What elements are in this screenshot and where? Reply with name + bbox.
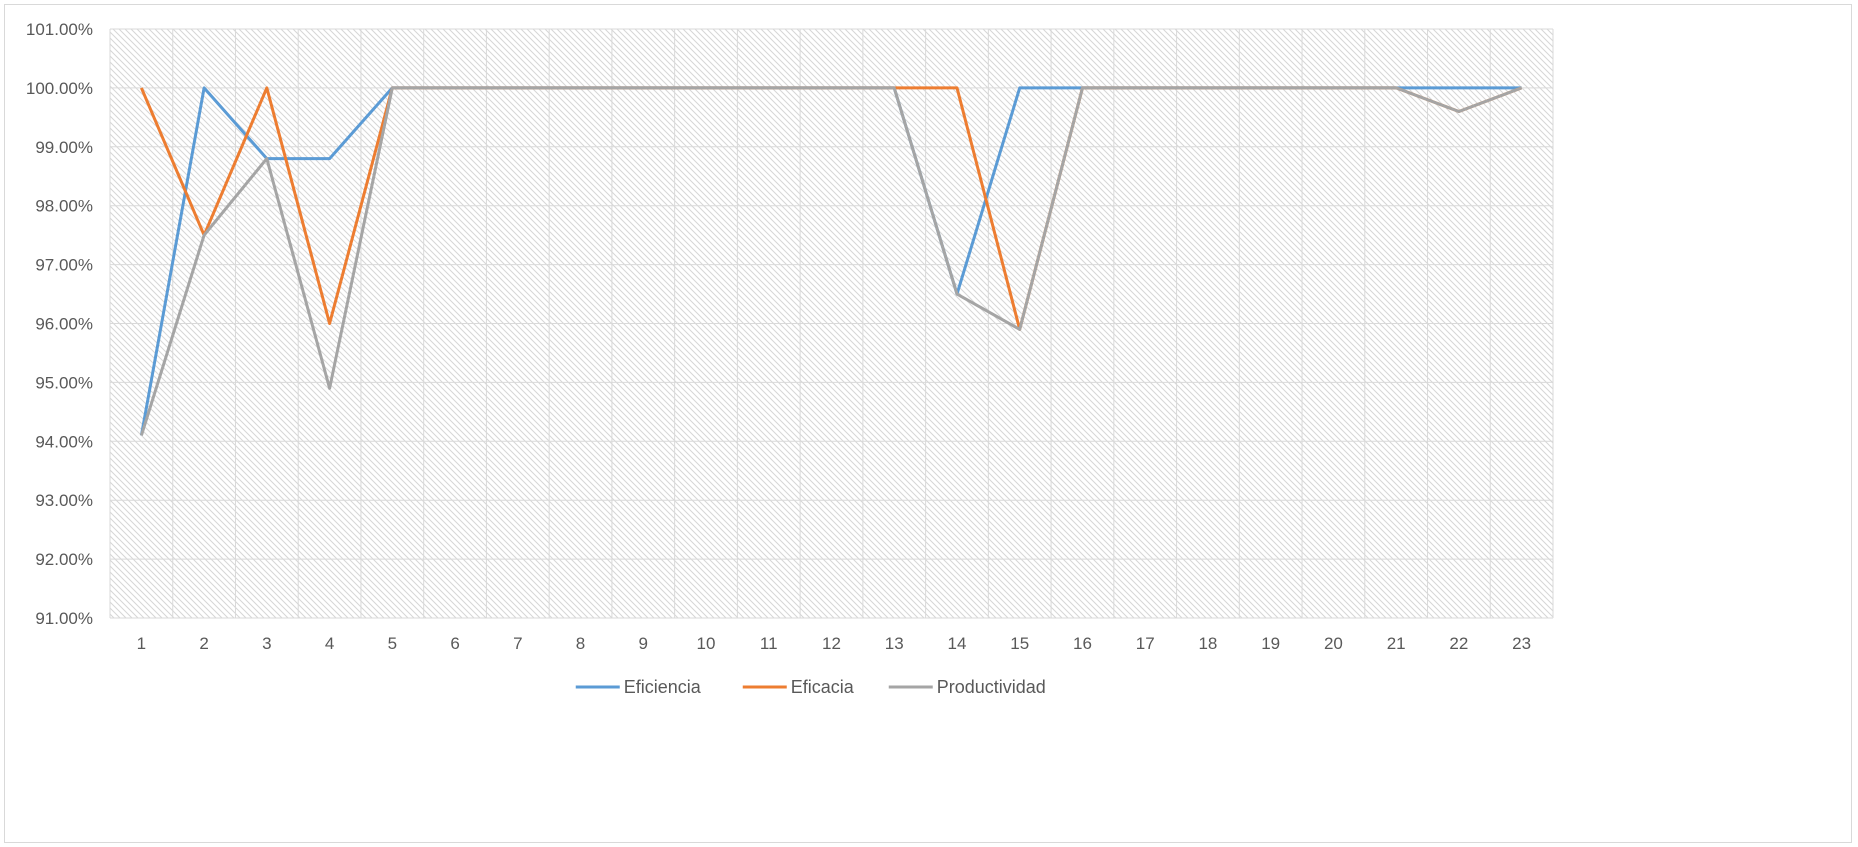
y-tick-label: 98.00% xyxy=(35,197,93,216)
y-tick-label: 96.00% xyxy=(35,315,93,334)
x-tick-label: 23 xyxy=(1512,634,1531,653)
y-tick-label: 93.00% xyxy=(35,491,93,510)
x-tick-label: 5 xyxy=(388,634,397,653)
y-tick-label: 100.00% xyxy=(26,79,93,98)
x-tick-label: 10 xyxy=(697,634,716,653)
legend: Eficiencia Eficacia Productividad xyxy=(575,677,1046,697)
legend-label: Productividad xyxy=(937,677,1046,697)
x-axis: 1 2 3 4 5 6 7 8 9 10 11 12 13 14 15 16 17 18 19 20 21 22 23 xyxy=(137,634,1531,653)
x-tick-label: 17 xyxy=(1136,634,1155,653)
x-tick-label: 16 xyxy=(1073,634,1092,653)
y-tick-label: 92.00% xyxy=(35,550,93,569)
x-tick-label: 2 xyxy=(199,634,208,653)
x-tick-label: 1 xyxy=(137,634,146,653)
x-tick-label: 7 xyxy=(513,634,522,653)
y-tick-label: 95.00% xyxy=(35,373,93,392)
x-tick-label: 21 xyxy=(1387,634,1406,653)
x-tick-label: 12 xyxy=(822,634,841,653)
y-tick-label: 94.00% xyxy=(35,432,93,451)
series-line-productividad xyxy=(139,86,1523,436)
y-tick-label: 97.00% xyxy=(35,256,93,275)
x-tick-label: 20 xyxy=(1324,634,1343,653)
x-tick-label: 13 xyxy=(885,634,904,653)
x-tick-label: 3 xyxy=(262,634,271,653)
x-tick-label: 18 xyxy=(1198,634,1217,653)
series-lines xyxy=(139,86,1523,436)
legend-label: Eficiencia xyxy=(624,677,702,697)
x-tick-label: 6 xyxy=(450,634,459,653)
y-axis: 91.00% 92.00% 93.00% 94.00% 95.00% 96.00% 97.0… xyxy=(26,20,93,628)
x-tick-label: 9 xyxy=(639,634,648,653)
x-tick-label: 11 xyxy=(760,634,778,653)
x-tick-label: 4 xyxy=(325,634,334,653)
x-tick-label: 19 xyxy=(1261,634,1280,653)
y-tick-label: 91.00% xyxy=(35,609,93,628)
x-tick-label: 22 xyxy=(1449,634,1468,653)
x-tick-label: 15 xyxy=(1010,634,1029,653)
legend-label: Eficacia xyxy=(791,677,855,697)
x-tick-label: 14 xyxy=(948,634,967,653)
y-tick-label: 101.00% xyxy=(26,20,93,39)
x-tick-label: 8 xyxy=(576,634,585,653)
y-tick-label: 99.00% xyxy=(35,138,93,157)
